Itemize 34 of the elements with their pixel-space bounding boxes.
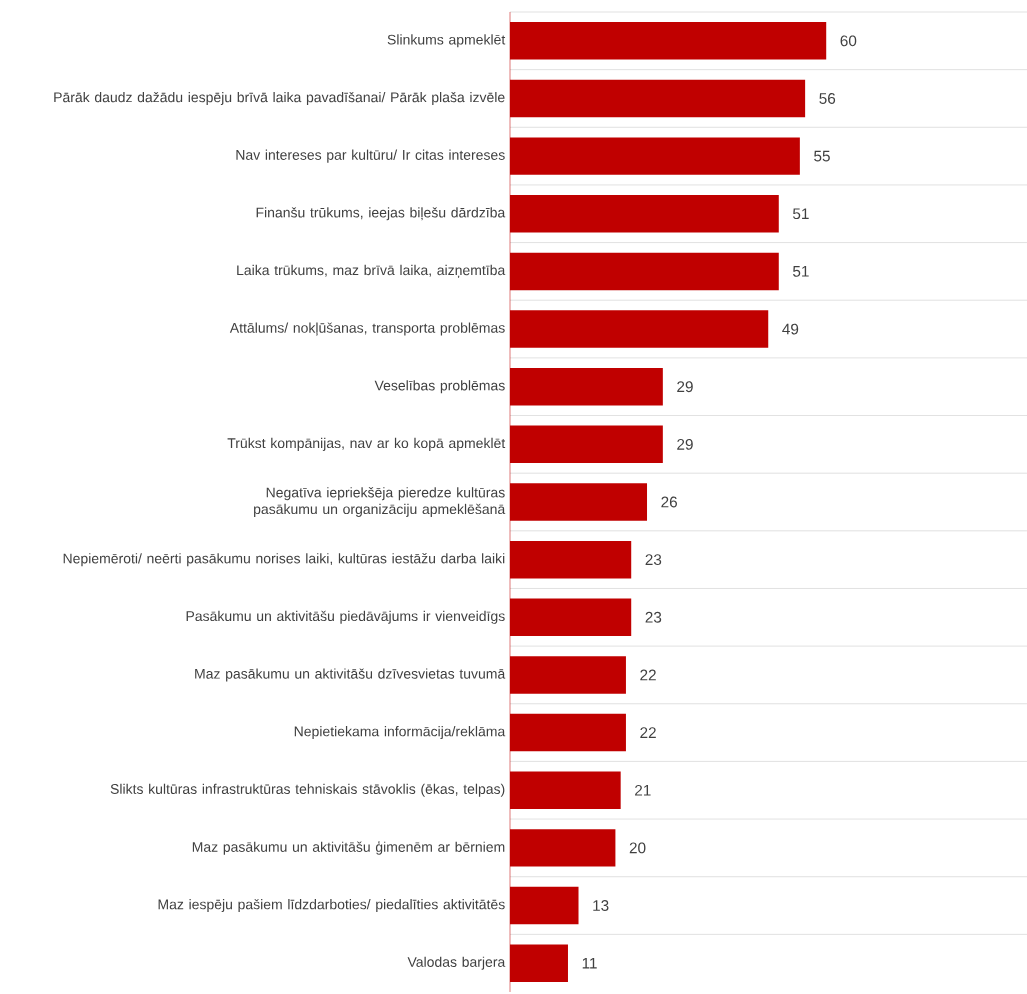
y-tick-label: Valodas barjera (407, 956, 506, 970)
data-label: 21 (635, 784, 651, 796)
data-label: 26 (661, 496, 677, 508)
data-label: 51 (792, 208, 809, 220)
y-tick-label: Finanšu trūkums, ieejas biļešu dārdzība (256, 207, 506, 221)
y-tick-label: Maz pasākumu un aktivitāšu dzīvesvietas tuvumā (195, 668, 506, 682)
y-tick-label: Maz iespēju pašiem līdzdarboties/ piedalīties aktivitātēs (158, 898, 505, 913)
y-tick-label: Slinkums apmeklēt (387, 34, 506, 48)
y-tick-label: Nav intereses par kultūru/ Ir citas intereses (236, 149, 505, 163)
data-label: 11 (582, 957, 597, 969)
data-label: 49 (782, 323, 799, 335)
data-label: 55 (814, 150, 830, 162)
data-label: 20 (629, 842, 646, 854)
y-tick-label: Attālums/ nokļūšanas, transporta problēmas (229, 322, 505, 336)
y-tick-label: Nepiemēroti/ neērti pasākumu norises laiki, kultūras iestāžu darba laiki (63, 553, 505, 567)
data-label: 23 (645, 611, 662, 623)
data-label: 13 (593, 900, 609, 911)
data-label: 23 (645, 554, 662, 566)
data-label: 29 (677, 438, 693, 450)
y-tick-label: Negatīva iepriekšēja pieredze kultūras pasākumu un organizāciju apmeklēšanā (254, 487, 506, 517)
data-label: 29 (677, 381, 693, 393)
data-label: 60 (840, 35, 857, 47)
y-tick-label: Slikts kultūras infrastruktūras tehniskais stāvoklis (ēkas, telpas) (110, 783, 505, 797)
data-label: 51 (792, 266, 809, 277)
y-tick-label: Maz pasākumu un aktivitāšu ģimenēm ar bērniem (192, 841, 505, 855)
y-tick-label: Pasākumu un aktivitāšu piedāvājums ir vienveidīgs (186, 610, 505, 624)
y-tick-label: Laika trūkums, maz brīvā laika, aizņemtība (237, 264, 506, 278)
data-label: 22 (640, 727, 656, 738)
data-label: 56 (819, 93, 836, 104)
y-tick-label: Pārāk daudz dažādu iespēju brīvā laika pavadīšanai/ Pārāk plaša izvēle (54, 91, 505, 106)
data-label: 22 (640, 669, 656, 681)
y-tick-label: Nepietiekama informācija/reklāma (294, 726, 506, 740)
y-tick-label: Trūkst kompānijas, nav ar ko kopā apmeklēt (227, 437, 506, 451)
y-tick-label: Veselības problēmas (374, 380, 505, 394)
